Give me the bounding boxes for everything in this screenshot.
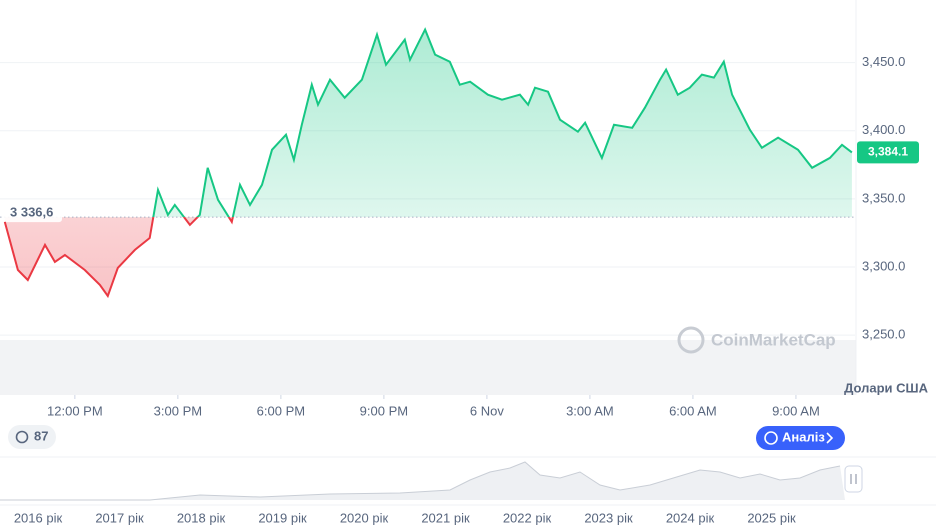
y-tick-label: 3,450.0 — [862, 54, 905, 69]
navigator-year: 2018 рік — [177, 510, 226, 525]
volume-area — [0, 340, 856, 395]
x-tick-label: 6:00 AM — [669, 403, 717, 418]
navigator-year: 2021 рік — [421, 510, 470, 525]
navigator-year: 2019 рік — [258, 510, 307, 525]
x-tick-label: 6 Nov — [470, 403, 504, 418]
navigator-year: 2017 рік — [95, 510, 144, 525]
y-tick-label: 3,250.0 — [862, 327, 905, 342]
plot — [0, 27, 855, 399]
analysis-button[interactable]: Аналіз — [756, 426, 845, 450]
current-price-box — [857, 141, 919, 164]
watermark: CoinMarketCap — [677, 326, 836, 354]
navigator-year: 2025 рік — [747, 510, 796, 525]
baseline-label-box — [4, 204, 62, 223]
area-up — [153, 29, 852, 218]
navigator-years: 2016 рік 2017 рік 2018 рік 2019 рік 2020 рік… — [14, 510, 796, 525]
history-badge[interactable]: 87 — [8, 425, 56, 449]
navigator-year: 2020 рік — [340, 510, 389, 525]
current-price-label: 3,384.1 — [868, 145, 908, 159]
x-tick-label: 6:00 PM — [257, 403, 305, 418]
navigator-year: 2022 рік — [503, 510, 552, 525]
x-tick-label: 9:00 PM — [360, 403, 408, 418]
area-down — [4, 217, 852, 296]
currency-label: Долари США — [844, 380, 929, 395]
x-tick-label: 3:00 AM — [566, 403, 614, 418]
baseline-label: 3 336,6 — [10, 205, 53, 220]
x-tick-label: 3:00 PM — [154, 403, 202, 418]
badge-text: 87 — [34, 428, 48, 443]
y-tick-label: 3,350.0 — [862, 190, 905, 205]
y-tick-label: 3,300.0 — [862, 258, 905, 273]
navigator-year: 2024 рік — [666, 510, 715, 525]
y-tick-label: 3,400.0 — [862, 122, 905, 137]
navigator-handle[interactable] — [844, 465, 863, 493]
x-tick-label: 9:00 AM — [772, 403, 820, 418]
navigator — [0, 456, 936, 506]
x-tick-label: 12:00 PM — [47, 403, 103, 418]
price-line-up — [152, 27, 853, 218]
watermark-text: CoinMarketCap — [711, 330, 836, 349]
navigator-year: 2016 рік — [14, 510, 63, 525]
navigator-year: 2023 рік — [584, 510, 633, 525]
analysis-text: Аналіз — [782, 429, 825, 444]
